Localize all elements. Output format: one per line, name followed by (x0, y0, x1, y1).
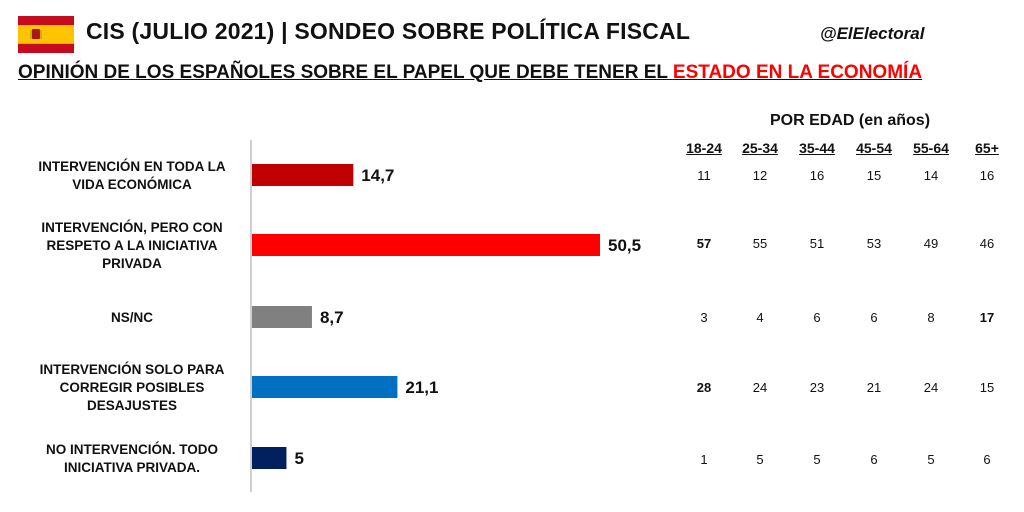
age-table-cell: 12 (752, 168, 768, 183)
age-table-cell: 21 (866, 380, 882, 395)
age-table-cell: 24 (752, 380, 768, 395)
bar-4 (252, 376, 398, 398)
age-table-cell: 6 (870, 310, 878, 325)
age-column-header: 45-54 (856, 140, 892, 156)
bar-value-label-3: 8,7 (320, 308, 344, 327)
age-column-header: 18-24 (686, 140, 722, 156)
age-table-cell: 24 (923, 380, 939, 395)
category-label-4: INTERVENCIÓN SOLO PARA CORREGIR POSIBLES D… (40, 362, 225, 413)
age-table-cell: 5 (927, 452, 935, 467)
bar-value-label-1: 14,7 (361, 166, 394, 185)
bar-value-label-4: 21,1 (405, 378, 438, 397)
age-column-header: 25-34 (742, 140, 778, 156)
age-table-cell: 14 (923, 168, 939, 183)
age-table-cell: 53 (866, 236, 882, 251)
age-column-header: 65+ (975, 140, 999, 156)
age-table-cell: 1 (700, 452, 708, 467)
bar-chart: 14,7 INTERVENCIÓN EN TODA LA VIDA ECONÓMIC… (38, 140, 641, 492)
bar-5 (252, 447, 287, 469)
age-table-cell: 16 (979, 168, 995, 183)
age-table-cell: 6 (870, 452, 878, 467)
category-label-1: INTERVENCIÓN EN TODA LA VIDA ECONÓMICA (38, 159, 226, 192)
age-table-title: POR EDAD (en años) (770, 112, 931, 129)
age-table-cell: 8 (927, 310, 935, 325)
age-table-cell: 11 (697, 168, 711, 183)
bar-value-label-2: 50,5 (608, 236, 641, 255)
subtitle-prefix: OPINIÓN DE LOS ESPAÑOLES SOBRE EL PAPEL … (18, 62, 673, 83)
bar-1 (252, 164, 354, 186)
subtitle-highlight: ESTADO EN LA ECONOMÍA (672, 62, 923, 83)
age-table-cell: 23 (809, 380, 825, 395)
age-table-cell: 15 (979, 380, 995, 395)
age-table-cell: 3 (700, 310, 708, 325)
age-table-cell: 17 (979, 310, 995, 325)
bar-3 (252, 306, 312, 328)
age-table-cell: 55 (752, 236, 768, 251)
spain-flag-icon (18, 16, 74, 53)
age-table-cell: 15 (866, 168, 882, 183)
age-table-cell: 51 (809, 236, 825, 251)
category-label-5: NO INTERVENCIÓN. TODO INICIATIVA PRIVADA. (46, 442, 218, 475)
age-table-cell: 28 (696, 380, 712, 395)
age-table-cell: 6 (983, 452, 991, 467)
age-column-header: 35-44 (799, 140, 835, 156)
author-handle: @ElElectoral (820, 24, 925, 43)
age-table-cell: 5 (756, 452, 764, 467)
bar-value-label-5: 5 (294, 449, 303, 468)
category-label-2: INTERVENCIÓN, PERO CON RESPETO A LA INICI… (41, 220, 222, 271)
age-table-cell: 5 (813, 452, 821, 467)
age-table-cell: 46 (979, 236, 995, 251)
age-table-cell: 16 (809, 168, 825, 183)
age-table-cell: 49 (923, 236, 939, 251)
page-title: CIS (JULIO 2021) | SONDEO SOBRE POLÍTICA… (86, 18, 691, 44)
chart-subtitle: OPINIÓN DE LOS ESPAÑOLES SOBRE EL PAPEL … (18, 62, 922, 84)
age-table-cell: 4 (756, 310, 764, 325)
bar-2 (252, 234, 600, 256)
category-label-3: NS/NC (111, 310, 153, 325)
age-table-cell: 6 (813, 310, 821, 325)
age-column-header: 55-64 (913, 140, 949, 156)
age-table-cell: 57 (696, 236, 712, 251)
